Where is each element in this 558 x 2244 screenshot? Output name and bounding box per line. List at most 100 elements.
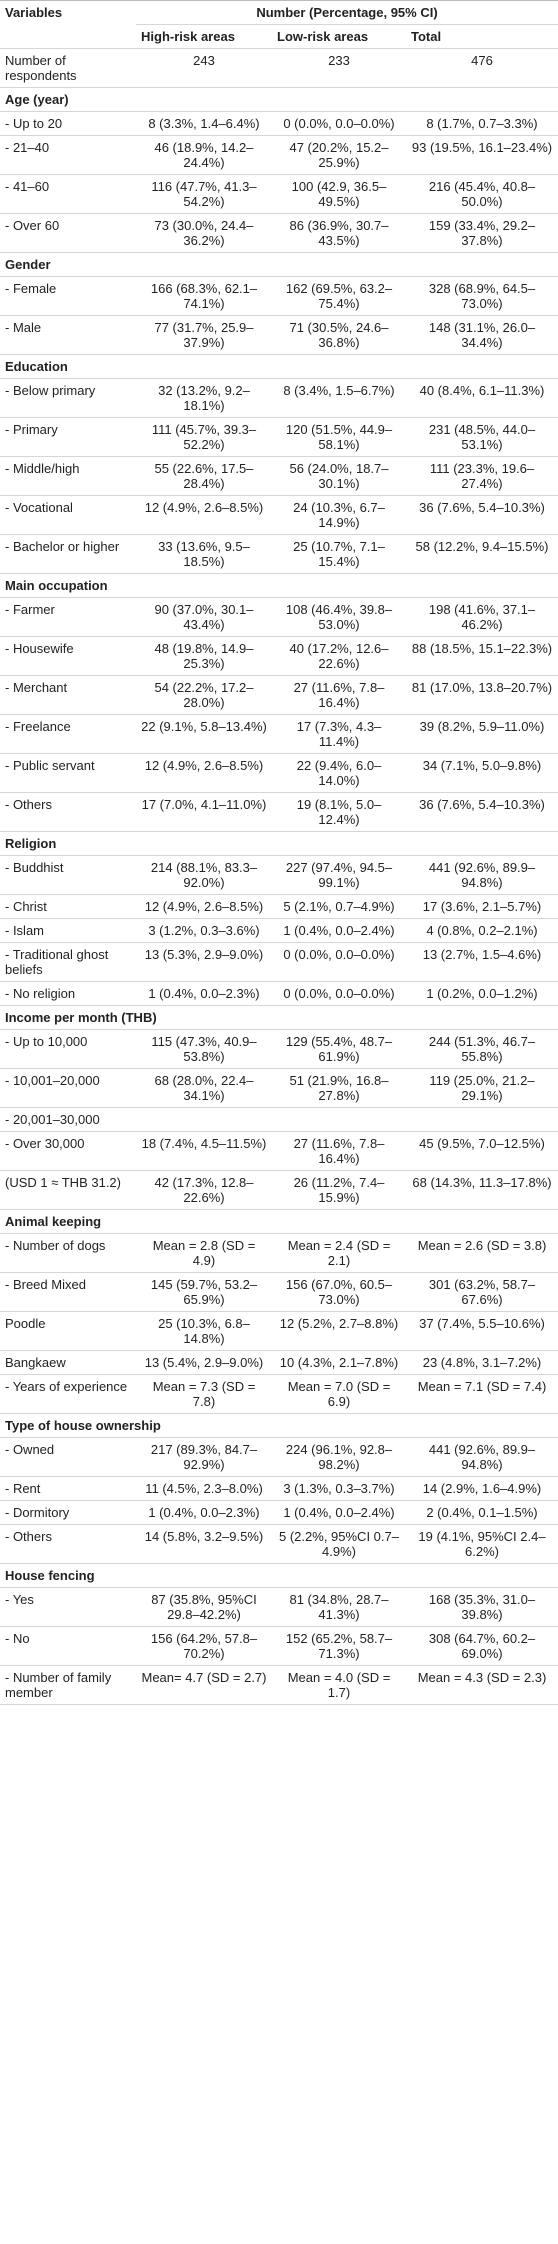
cell: 5 (2.2%, 95%CI 0.7–4.9%) <box>272 1524 406 1564</box>
cell: 81 (34.8%, 28.7–41.3%) <box>272 1587 406 1627</box>
row-label: - Number of family member <box>0 1665 136 1705</box>
cell: 111 (23.3%, 19.6–27.4%) <box>406 456 558 496</box>
cell: Mean = 7.0 (SD = 6.9) <box>272 1374 406 1414</box>
row-label: Poodle <box>0 1311 136 1351</box>
data-row: Number of respondents 243 233 476 <box>0 48 558 88</box>
cell: 244 (51.3%, 46.7–55.8%) <box>406 1029 558 1069</box>
cell: 22 (9.1%, 5.8–13.4%) <box>136 714 272 754</box>
row-label: - Christ <box>0 894 136 919</box>
row-label: - Middle/high <box>0 456 136 496</box>
cell: 214 (88.1%, 83.3–92.0%) <box>136 855 272 895</box>
data-row: - Number of dogs Mean = 2.8 (SD = 4.9) Mea… <box>0 1233 558 1273</box>
cell: 8 (1.7%, 0.7–3.3%) <box>406 111 558 136</box>
data-row: - Up to 10,000 115 (47.3%, 40.9–53.8%) 129… <box>0 1029 558 1069</box>
cell: 55 (22.6%, 17.5–28.4%) <box>136 456 272 496</box>
section-label: Main occupation <box>0 573 558 598</box>
cell: 23 (4.8%, 3.1–7.2%) <box>406 1350 558 1375</box>
cell: 11 (4.5%, 2.3–8.0%) <box>136 1476 272 1501</box>
cell: 18 (7.4%, 4.5–11.5%) <box>136 1131 272 1171</box>
cell: 216 (45.4%, 40.8–50.0%) <box>406 174 558 214</box>
section-label: Type of house ownership <box>0 1413 558 1438</box>
cell: 10 (4.3%, 2.1–7.8%) <box>272 1350 406 1375</box>
row-label: - 10,001–20,000 <box>0 1068 136 1108</box>
section-row: Income per month (THB) <box>0 1005 558 1030</box>
cell: 37 (7.4%, 5.5–10.6%) <box>406 1311 558 1351</box>
data-row: - 20,001–30,000 <box>0 1107 558 1132</box>
cell: 12 (4.9%, 2.6–8.5%) <box>136 894 272 919</box>
data-row: - Others 17 (7.0%, 4.1–11.0%) 19 (8.1%, 5.… <box>0 792 558 832</box>
data-row: - Years of experience Mean = 7.3 (SD = 7.… <box>0 1374 558 1414</box>
row-label: Number of respondents <box>0 48 136 88</box>
column-header: Total <box>406 24 558 49</box>
cell: 0 (0.0%, 0.0–0.0%) <box>272 981 406 1006</box>
row-label: - Others <box>0 1524 136 1564</box>
section-label: Religion <box>0 831 558 856</box>
cell: 13 (5.3%, 2.9–9.0%) <box>136 942 272 982</box>
cell: 45 (9.5%, 7.0–12.5%) <box>406 1131 558 1171</box>
header-row: Variables Number (Percentage, 95% CI) <box>0 0 558 49</box>
cell: 12 (4.9%, 2.6–8.5%) <box>136 495 272 535</box>
data-row: - 10,001–20,000 68 (28.0%, 22.4–34.1%) 51 … <box>0 1068 558 1108</box>
cell: 73 (30.0%, 24.4–36.2%) <box>136 213 272 253</box>
cell: 36 (7.6%, 5.4–10.3%) <box>406 792 558 832</box>
cell: 1 (0.2%, 0.0–1.2%) <box>406 981 558 1006</box>
data-row: - Yes 87 (35.8%, 95%CI 29.8–42.2%) 81 (34.… <box>0 1587 558 1627</box>
cell: 1 (0.4%, 0.0–2.3%) <box>136 981 272 1006</box>
data-row: - Over 60 73 (30.0%, 24.4–36.2%) 86 (36.9%… <box>0 213 558 253</box>
cell: 17 (7.3%, 4.3–11.4%) <box>272 714 406 754</box>
section-row: Education <box>0 354 558 379</box>
cell: 33 (13.6%, 9.5–18.5%) <box>136 534 272 574</box>
section-row: Religion <box>0 831 558 856</box>
section-row: Animal keeping <box>0 1209 558 1234</box>
column-header: High-risk areas <box>136 24 272 49</box>
data-row: - 21–40 46 (18.9%, 14.2–24.4%) 47 (20.2%, … <box>0 135 558 175</box>
cell: 24 (10.3%, 6.7–14.9%) <box>272 495 406 535</box>
row-label: - Freelance <box>0 714 136 754</box>
cell: 243 <box>136 48 272 88</box>
cell: 26 (11.2%, 7.4–15.9%) <box>272 1170 406 1210</box>
cell: 198 (41.6%, 37.1–46.2%) <box>406 597 558 637</box>
cell: 40 (8.4%, 6.1–11.3%) <box>406 378 558 418</box>
data-row: - Others 14 (5.8%, 3.2–9.5%) 5 (2.2%, 95%C… <box>0 1524 558 1564</box>
data-row: - Vocational 12 (4.9%, 2.6–8.5%) 24 (10.3%… <box>0 495 558 535</box>
cell: 36 (7.6%, 5.4–10.3%) <box>406 495 558 535</box>
cell: 168 (35.3%, 31.0–39.8%) <box>406 1587 558 1627</box>
data-row: - No 156 (64.2%, 57.8–70.2%) 152 (65.2%, 5… <box>0 1626 558 1666</box>
row-label: - Below primary <box>0 378 136 418</box>
cell: 42 (17.3%, 12.8–22.6%) <box>136 1170 272 1210</box>
data-row: - Merchant 54 (22.2%, 17.2–28.0%) 27 (11.6… <box>0 675 558 715</box>
cell: 13 (5.4%, 2.9–9.0%) <box>136 1350 272 1375</box>
data-row: - Below primary 32 (13.2%, 9.2–18.1%) 8 (3… <box>0 378 558 418</box>
cell: 0 (0.0%, 0.0–0.0%) <box>272 942 406 982</box>
cell: 233 <box>272 48 406 88</box>
row-label: - 21–40 <box>0 135 136 175</box>
table-body: Number of respondents 243 233 476 Age (year)… <box>0 48 558 1705</box>
data-row: - Dormitory 1 (0.4%, 0.0–2.3%) 1 (0.4%, 0.… <box>0 1500 558 1525</box>
cell: 115 (47.3%, 40.9–53.8%) <box>136 1029 272 1069</box>
cell: 46 (18.9%, 14.2–24.4%) <box>136 135 272 175</box>
data-row: - Primary 111 (45.7%, 39.3–52.2%) 120 (51.… <box>0 417 558 457</box>
cell: 56 (24.0%, 18.7–30.1%) <box>272 456 406 496</box>
section-row: Age (year) <box>0 87 558 112</box>
cell: 308 (64.7%, 60.2–69.0%) <box>406 1626 558 1666</box>
data-row: - Up to 20 8 (3.3%, 1.4–6.4%) 0 (0.0%, 0.0… <box>0 111 558 136</box>
data-row: - Male 77 (31.7%, 25.9–37.9%) 71 (30.5%, 2… <box>0 315 558 355</box>
row-label: - No <box>0 1626 136 1666</box>
cell: 5 (2.1%, 0.7–4.9%) <box>272 894 406 919</box>
cell: 129 (55.4%, 48.7–61.9%) <box>272 1029 406 1069</box>
cell: 217 (89.3%, 84.7–92.9%) <box>136 1437 272 1477</box>
data-row: - Christ 12 (4.9%, 2.6–8.5%) 5 (2.1%, 0.7–… <box>0 894 558 919</box>
row-label: - Farmer <box>0 597 136 637</box>
cell: Mean = 2.4 (SD = 2.1) <box>272 1233 406 1273</box>
cell: 3 (1.3%, 0.3–3.7%) <box>272 1476 406 1501</box>
cell: 17 (7.0%, 4.1–11.0%) <box>136 792 272 832</box>
row-label: - Male <box>0 315 136 355</box>
cell: 77 (31.7%, 25.9–37.9%) <box>136 315 272 355</box>
data-row: - No religion 1 (0.4%, 0.0–2.3%) 0 (0.0%, … <box>0 981 558 1006</box>
cell: 145 (59.7%, 53.2–65.9%) <box>136 1272 272 1312</box>
cell: Mean= 4.7 (SD = 2.7) <box>136 1665 272 1705</box>
cell: 90 (37.0%, 30.1–43.4%) <box>136 597 272 637</box>
section-row: Main occupation <box>0 573 558 598</box>
row-label: - Years of experience <box>0 1374 136 1414</box>
